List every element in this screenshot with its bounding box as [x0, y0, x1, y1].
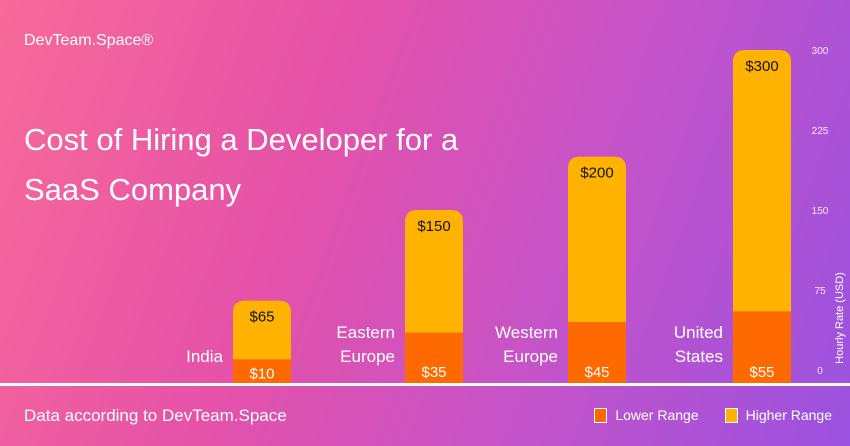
bar-lower	[733, 311, 791, 383]
y-tick-label: 150	[812, 206, 829, 217]
category-label: India	[186, 347, 223, 366]
y-tick-label: 225	[812, 126, 829, 137]
footer: Data according to DevTeam.Space Lower Ra…	[0, 387, 850, 446]
category-label: Europe	[503, 347, 558, 366]
chart-title: Cost of Hiring a Developer for a SaaS Co…	[24, 122, 459, 207]
bar-lower	[568, 322, 626, 383]
data-label-lower: $35	[421, 364, 446, 381]
legend-label-higher: Higher Range	[745, 407, 832, 423]
data-label-lower: $55	[749, 364, 774, 381]
y-tick-label: 75	[814, 286, 826, 297]
legend-higher: Higher Range	[724, 407, 832, 423]
data-label-higher: $200	[580, 165, 613, 182]
data-label-lower: $10	[249, 365, 274, 382]
legend-swatch-lower	[594, 407, 608, 423]
brand-logo: DevTeam.Space®	[24, 32, 154, 49]
bar-lower	[405, 332, 463, 383]
y-axis-label: Hourly Rate (USD)	[834, 272, 846, 364]
category-label: Eastern	[336, 323, 395, 342]
category-label: Europe	[340, 347, 395, 366]
legend-swatch-higher	[724, 407, 738, 423]
bar-higher	[733, 50, 791, 383]
category-label: States	[675, 347, 723, 366]
data-label-higher: $300	[745, 58, 778, 75]
legend-label-lower: Lower Range	[615, 407, 699, 423]
category-label: Western	[495, 323, 558, 342]
source-note: Data according to DevTeam.Space	[24, 406, 287, 425]
data-label-higher: $65	[249, 309, 274, 326]
data-label-higher: $150	[417, 218, 450, 235]
y-tick-label: 300	[812, 46, 829, 57]
data-label-lower: $45	[584, 364, 609, 381]
legend-lower: Lower Range	[594, 407, 699, 423]
legend: Lower Range Higher Range	[594, 407, 832, 423]
bar-lower	[233, 359, 291, 383]
category-label: United	[674, 323, 723, 342]
y-tick-label: 0	[817, 366, 823, 377]
